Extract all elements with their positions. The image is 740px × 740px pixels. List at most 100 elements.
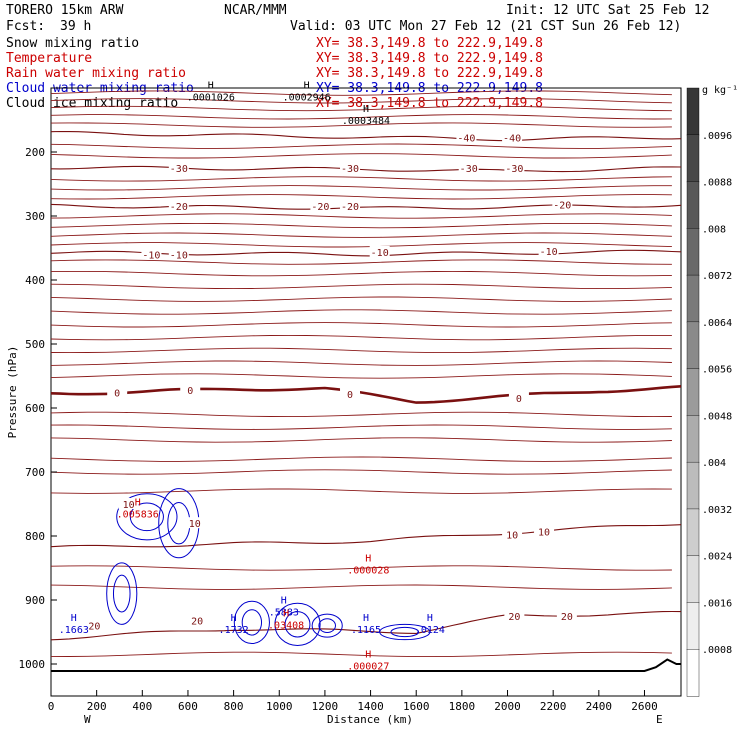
- isotherm-thin-line: [50, 194, 672, 200]
- x-tick-label: 1600: [403, 700, 430, 713]
- x-right-endpoint: E: [656, 713, 663, 726]
- max-marker-h: H: [427, 613, 433, 624]
- isotherm-10: [50, 524, 682, 548]
- isotherm-thin-line: [50, 153, 672, 159]
- contour-label-bg: [84, 619, 105, 631]
- isotherm-thin-line: [50, 565, 672, 571]
- contour-label-bg: [534, 525, 555, 537]
- colorbar-swatch: [686, 181, 700, 230]
- contour-label-bg: [184, 517, 205, 529]
- isotherm-thin-line: [50, 334, 672, 341]
- max-marker-value: .1165: [351, 625, 381, 636]
- colorbar-swatch: [686, 508, 700, 557]
- contour-label-bg: [340, 162, 361, 173]
- cloud-water-contour: [116, 493, 178, 541]
- isotherm-thin-line: [50, 185, 672, 191]
- max-marker-h: H: [281, 596, 287, 607]
- cloud-water-contour: [233, 600, 270, 645]
- x-left-endpoint: W: [84, 713, 91, 726]
- colorbar-swatch: [686, 274, 700, 323]
- colorbar-swatch: [686, 649, 700, 697]
- field-name: Cloud ice mixing ratio: [6, 96, 178, 111]
- max-marker-h: H: [363, 104, 369, 115]
- field-name: Temperature: [6, 51, 92, 66]
- isotherm-thin-line: [50, 105, 672, 112]
- max-marker-value: .005836: [117, 510, 159, 521]
- max-marker-value: .1663: [59, 625, 89, 636]
- colorbar-swatch: [686, 321, 700, 370]
- contour-label: 20: [508, 612, 520, 623]
- x-tick-label: 2000: [494, 700, 521, 713]
- colorbar-label: .0032: [702, 505, 732, 516]
- isotherm--30: [50, 165, 682, 173]
- colorbar-swatch: [686, 228, 700, 276]
- max-marker-h: H: [365, 649, 371, 660]
- contour-label: 10: [123, 500, 135, 511]
- colorbar-label: .008: [702, 224, 726, 235]
- isotherm-thin-line: [50, 469, 672, 475]
- isotherm-thin-line: [50, 232, 672, 238]
- isotherm-thin-line: [50, 322, 672, 328]
- contour-label-bg: [504, 610, 525, 621]
- y-tick-label: 1000: [19, 658, 46, 671]
- max-marker-h: H: [363, 613, 369, 624]
- y-tick-label: 900: [25, 594, 45, 607]
- isotherm-thin-line: [50, 584, 672, 590]
- y-tick-label: 300: [25, 210, 45, 223]
- contour-label-bg: [340, 199, 361, 211]
- contour-label: -30: [170, 164, 188, 175]
- field-xy: XY= 38.3,149.8 to 222.9,149.8: [316, 66, 543, 81]
- contour-label: 0: [516, 394, 522, 405]
- contour-label-bg: [118, 498, 139, 509]
- contour-label: 10: [538, 528, 550, 539]
- max-markers: H.1663H.1732H.1165H.0124H.005836H.000028…: [59, 80, 445, 672]
- max-marker-h: H: [283, 608, 289, 619]
- colorbar-swatch: [686, 461, 700, 510]
- contour-label: -30: [460, 164, 478, 175]
- terrain-line: [51, 658, 681, 672]
- colorbar-swatch: [686, 415, 700, 463]
- cloud-water-contour-inner: [284, 611, 311, 638]
- forecast-label: Fcst:: [6, 19, 45, 34]
- y-tick-label: 400: [25, 274, 45, 287]
- colorbar-label: .0016: [702, 598, 732, 609]
- contour-label: 10: [189, 519, 201, 530]
- contour-label: -10: [371, 248, 389, 259]
- contour-label: -10: [170, 250, 188, 261]
- colorbar-label: .0088: [702, 178, 732, 189]
- y-tick-label: 500: [25, 338, 45, 351]
- contour-label-bg: [369, 245, 390, 257]
- cloud-water-contour: [106, 562, 138, 625]
- x-axis-title: Distance (km): [327, 713, 413, 726]
- cloud-water-contour: [379, 623, 431, 641]
- isotherm-thin-line: [50, 283, 672, 290]
- contour-label-bg: [552, 198, 573, 210]
- cloud-water-contour-inner: [318, 618, 336, 634]
- contour-label: -20: [553, 200, 571, 211]
- colorbar-label: .0024: [702, 552, 732, 563]
- contour-label-bg: [502, 528, 523, 540]
- isotherm-thin-line: [50, 143, 672, 149]
- isotherm-thin-line: [50, 437, 672, 443]
- max-marker-h: H: [208, 80, 214, 91]
- x-tick-label: 800: [224, 700, 244, 713]
- field-xy: XY= 38.3,149.8 to 222.9,149.8: [316, 36, 543, 51]
- field-xy: XY= 38.3,149.8 to 222.9,149.8: [316, 51, 543, 66]
- cloud-water-contour-inner: [241, 609, 263, 636]
- isotherm--20: [50, 203, 682, 210]
- init-time: Init: 12 UTC Sat 25 Feb 12: [506, 3, 710, 18]
- x-tick-label: 600: [178, 700, 198, 713]
- contour-label: -40: [503, 133, 521, 144]
- contour-label-bg: [168, 248, 189, 260]
- contour-label-bg: [508, 391, 529, 403]
- isotherm-thin-line: [50, 114, 672, 120]
- colorbar-unit: g kg⁻¹: [702, 85, 738, 96]
- x-tick-label: 200: [87, 700, 107, 713]
- x-tick-label: 400: [132, 700, 152, 713]
- x-tick-label: 2200: [540, 700, 567, 713]
- contour-label: -30: [505, 164, 523, 175]
- contour-label: -30: [341, 164, 359, 175]
- max-marker-h: H: [365, 553, 371, 564]
- isotherm-thin-line: [50, 456, 672, 462]
- contour-label-bg: [168, 162, 189, 173]
